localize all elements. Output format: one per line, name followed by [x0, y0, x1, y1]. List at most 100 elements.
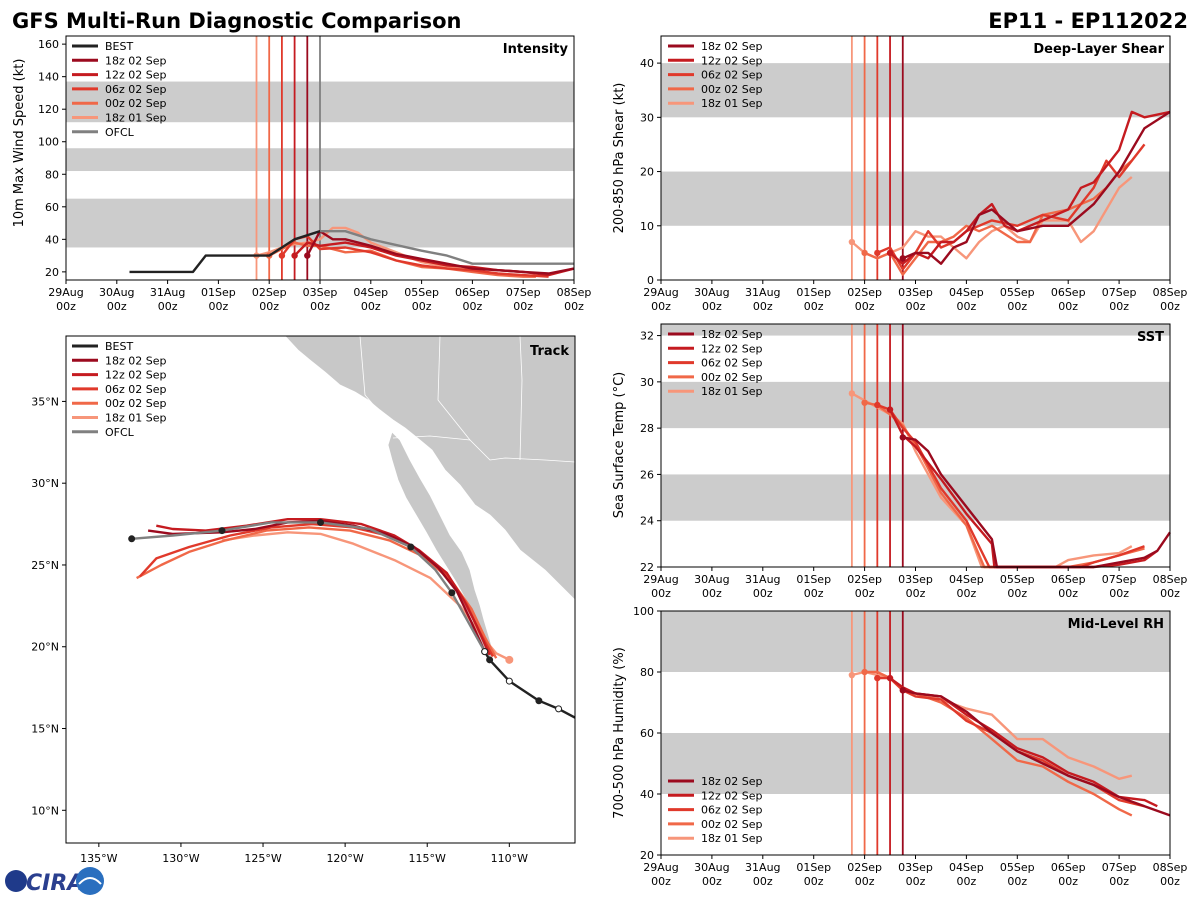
rh-xtick-label-10: 08Sep [1153, 861, 1188, 874]
rh-xtick-sublabel-8: 00z [1058, 875, 1078, 888]
shear-xtick-sublabel-7: 00z [1007, 300, 1027, 313]
rh-xtick-sublabel-9: 00z [1109, 875, 1129, 888]
shear-xtick-label-0: 29Aug [643, 286, 678, 299]
track-ytick-label-5: 35°N [31, 395, 59, 408]
track-point-best-2 [535, 697, 543, 705]
intensity-xtick-sublabel-9: 00z [513, 300, 533, 313]
intensity-xtick-sublabel-1: 00z [107, 300, 127, 313]
intensity-xtick-label-6: 04Sep [353, 286, 388, 299]
1-legend-label-2: 06z 02 Sep [701, 69, 763, 82]
shear-xtick-label-4: 02Sep [847, 286, 882, 299]
2-legend-label-1: 12z 02 Sep [701, 342, 763, 355]
sst-xtick-sublabel-7: 00z [1007, 587, 1027, 600]
track-point-ofcl-8 [218, 527, 226, 535]
1-legend-label-3: 00z 02 Sep [701, 83, 763, 96]
intensity-xtick-sublabel-4: 00z [259, 300, 279, 313]
track-xtick-label-0: 135°W [80, 852, 117, 865]
intensity-ylabel: 10m Max Wind Speed (kt) [12, 59, 27, 228]
track-panel: 135°W 130°W 125°W 120°W 115°W 110°W 10°N 15°N 20… [31, 335, 576, 865]
sst-init-point-run_12z_02 [886, 406, 894, 413]
sst-band-1 [661, 381, 1170, 429]
land-mass [284, 336, 575, 601]
rh-init-point-run_18z_02 [899, 687, 906, 694]
track-xtick-label-1: 130°W [162, 852, 199, 865]
intensity-xtick-label-1: 30Aug [99, 286, 134, 299]
shear-series-run_18z_02 [902, 110, 1171, 265]
intensity-ytick-label-6: 140 [38, 71, 59, 84]
0-legend-label-5: 18z 01 Sep [105, 112, 167, 125]
track-series-best [483, 650, 575, 719]
sst-init-point-run_00z_02 [861, 399, 868, 406]
rh-xtick-label-1: 30Aug [694, 861, 729, 874]
4-legend-label-0: BEST [105, 340, 133, 353]
sst-xtick-label-10: 08Sep [1153, 573, 1188, 586]
shear-xtick-sublabel-2: 00z [753, 300, 773, 313]
sst-xtick-label-9: 07Sep [1102, 573, 1137, 586]
rh-xtick-sublabel-0: 00z [651, 875, 671, 888]
sst-ylabel: Sea Surface Temp (°C) [612, 372, 627, 519]
4-legend-label-4: 00z 02 Sep [105, 397, 167, 410]
shear-xtick-sublabel-0: 00z [651, 300, 671, 313]
rh-ytick-label-1: 40 [640, 788, 654, 801]
shear-ytick-label-4: 40 [640, 57, 654, 70]
sst-xtick-label-7: 05Sep [1000, 573, 1035, 586]
shear-xtick-sublabel-5: 00z [906, 300, 926, 313]
sst-series-run_18z_02 [902, 436, 1171, 569]
intensity-xtick-label-8: 06Sep [455, 286, 490, 299]
intensity-title: Intensity [503, 42, 569, 57]
3-legend-label-3: 00z 02 Sep [701, 818, 763, 831]
shear-xtick-label-8: 06Sep [1051, 286, 1086, 299]
sst-xtick-label-2: 31Aug [745, 573, 780, 586]
4-legend-label-3: 06z 02 Sep [105, 383, 167, 396]
shear-xtick-sublabel-6: 00z [957, 300, 977, 313]
intensity-xtick-sublabel-8: 00z [463, 300, 483, 313]
intensity-ytick-label-2: 60 [45, 201, 59, 214]
rh-xtick-label-4: 02Sep [847, 861, 882, 874]
rh-series-run_18z_01 [851, 670, 1133, 780]
4-legend-label-5: 18z 01 Sep [105, 412, 167, 425]
sst-ytick-label-1: 24 [640, 515, 654, 528]
sst-xtick-sublabel-4: 00z [855, 587, 875, 600]
sst-xtick-label-1: 30Aug [694, 573, 729, 586]
rh-xtick-label-6: 04Sep [949, 861, 984, 874]
sst-xtick-sublabel-5: 00z [906, 587, 926, 600]
shear-ytick-label-3: 30 [640, 111, 654, 124]
rh-xtick-sublabel-3: 00z [804, 875, 824, 888]
intensity-series-run_00z_02 [268, 241, 536, 278]
shear-panel: 29Aug00z30Aug00z31Aug00z01Sep00z02Sep00z… [612, 35, 1188, 313]
intensity-xtick-label-3: 01Sep [201, 286, 236, 299]
rh-title: Mid-Level RH [1068, 617, 1164, 632]
shear-band-1 [661, 63, 1170, 118]
intensity-init-point-run_06z_02 [278, 252, 286, 259]
track-ytick-label-4: 30°N [31, 477, 59, 490]
shear-xtick-label-1: 30Aug [694, 286, 729, 299]
2-legend-label-2: 06z 02 Sep [701, 357, 763, 370]
2-legend-label-0: 18z 02 Sep [701, 328, 763, 341]
rh-ytick-label-0: 20 [640, 849, 654, 862]
rh-panel: 29Aug00z30Aug00z31Aug00z01Sep00z02Sep00z… [612, 605, 1187, 888]
logo-text: CIRA [26, 871, 84, 896]
intensity-ytick-label-1: 40 [45, 233, 59, 246]
intensity-init-point-run_12z_02 [291, 252, 298, 259]
sst-series-run_06z_02 [876, 403, 1145, 569]
state-border [392, 435, 575, 463]
shear-frame [660, 35, 1171, 281]
3-legend-label-2: 06z 02 Sep [701, 804, 763, 817]
intensity-xtick-sublabel-7: 00z [412, 300, 432, 313]
track-ytick-label-1: 15°N [31, 723, 59, 736]
intensity-xtick-label-7: 05Sep [404, 286, 439, 299]
rh-init-point-run_12z_02 [886, 674, 894, 682]
shear-ytick-label-1: 10 [640, 220, 654, 233]
rh-xtick-sublabel-6: 00z [957, 875, 977, 888]
intensity-xtick-sublabel-10: 00z [564, 300, 584, 313]
sst-xtick-label-6: 04Sep [949, 573, 984, 586]
shear-xtick-label-7: 05Sep [1000, 286, 1035, 299]
rh-xtick-sublabel-1: 00z [702, 875, 722, 888]
track-point-ofcl-4 [407, 543, 415, 551]
sst-panel: 29Aug00z30Aug00z31Aug00z01Sep00z02Sep00z… [612, 323, 1188, 600]
3-legend-label-4: 18z 01 Sep [701, 832, 763, 845]
figure-title: GFS Multi-Run Diagnostic Comparison [12, 9, 461, 33]
4-legend-label-6: OFCL [105, 426, 135, 439]
shear-xtick-label-10: 08Sep [1153, 286, 1188, 299]
rh-xtick-label-8: 06Sep [1051, 861, 1086, 874]
